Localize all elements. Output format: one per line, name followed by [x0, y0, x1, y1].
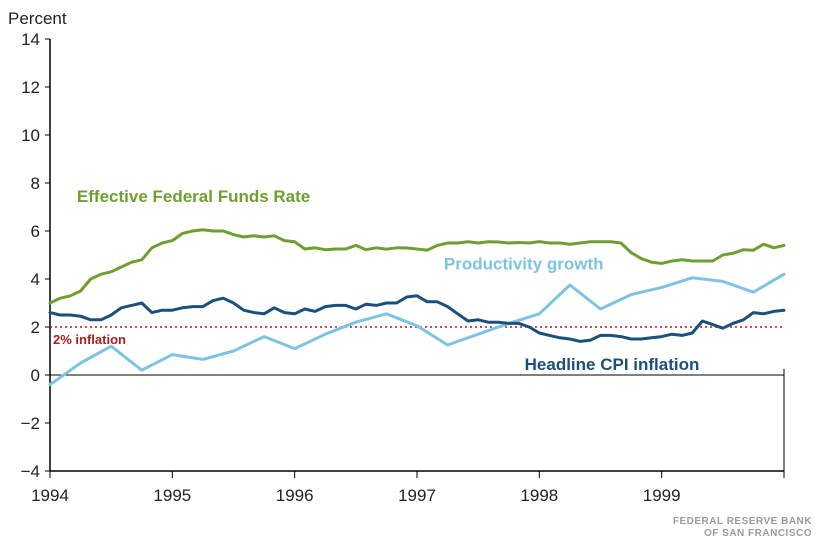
y-tick-label: −4: [21, 462, 40, 481]
y-tick-label: 6: [31, 222, 40, 241]
x-tick-label: 1997: [398, 486, 436, 505]
y-tick-label: −2: [21, 414, 40, 433]
y-tick-label: 4: [31, 270, 40, 289]
y-tick-label: 8: [31, 174, 40, 193]
reference-line-group: 2% inflation: [50, 326, 784, 347]
series-line-effective-federal-funds-rate: [48, 228, 786, 305]
x-tick-label: 1994: [31, 486, 69, 505]
x-tick-label: 1998: [520, 486, 558, 505]
series-line-productivity-growth: [48, 272, 786, 387]
axes: [49, 39, 785, 472]
y-axis-ticks: −4 −2 0 2 4 6 8 10 12 14: [21, 30, 50, 481]
series-label-effective-federal-funds-rate: Effective Federal Funds Rate: [77, 187, 310, 206]
logo-line-1: FEDERAL RESERVE BANK: [672, 516, 812, 527]
series-label-productivity-growth: Productivity growth: [444, 254, 604, 273]
x-axis-ticks: 1994 1995 1996 1997 1998 1999: [31, 471, 785, 505]
y-tick-label: 10: [21, 126, 40, 145]
reference-line-label: 2% inflation: [53, 332, 126, 347]
y-tick-label: 0: [31, 366, 40, 385]
y-axis-label: Percent: [8, 9, 67, 28]
frbsf-logo: FEDERAL RESERVE BANK OF SAN FRANCISCO: [673, 516, 812, 540]
y-tick-label: 14: [21, 30, 40, 49]
x-tick-label: 1996: [276, 486, 314, 505]
x-tick-label: 1995: [153, 486, 191, 505]
series-label-headline-cpi-inflation: Headline CPI inflation: [525, 355, 700, 374]
y-tick-label: 12: [21, 78, 40, 97]
series-labels: Effective Federal Funds Rate Productivity…: [77, 187, 699, 374]
x-tick-label: 1999: [643, 486, 681, 505]
y-tick-label: 2: [31, 318, 40, 337]
logo-line-2: OF SAN FRANCISCO: [704, 528, 812, 539]
series-line-headline-cpi-inflation: [48, 294, 786, 343]
series-group: [48, 228, 786, 387]
